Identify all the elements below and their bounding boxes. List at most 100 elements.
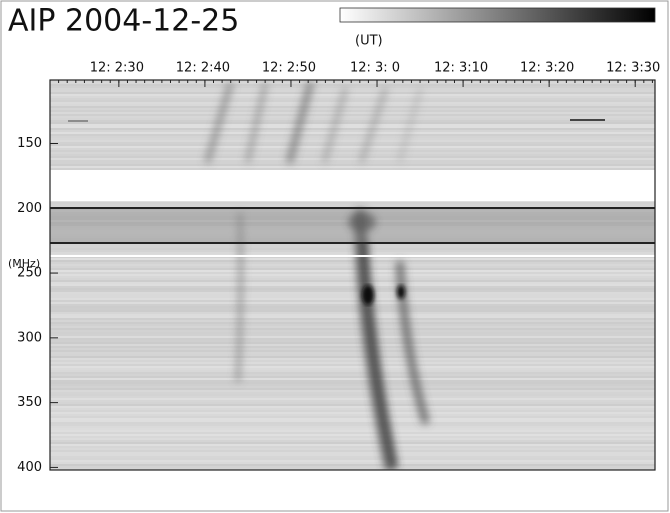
texture-row: [50, 164, 655, 166]
x-tick-label: 12: 3: 0: [350, 61, 400, 76]
texture-row: [50, 392, 655, 394]
texture-row: [50, 372, 655, 374]
texture-row: [50, 348, 655, 350]
texture-row: [50, 88, 655, 90]
texture-row: [50, 80, 655, 82]
y-axis-label: (MHz): [8, 257, 40, 270]
texture-row: [50, 140, 655, 142]
texture-row: [50, 390, 655, 392]
data-gap: [50, 170, 655, 201]
texture-row: [50, 408, 655, 410]
texture-row: [50, 386, 655, 388]
texture-row: [50, 276, 655, 278]
texture-row: [50, 282, 655, 284]
texture-row: [50, 252, 655, 254]
texture-row: [50, 314, 655, 316]
texture-row: [50, 260, 655, 262]
texture-row: [50, 126, 655, 128]
texture-row: [50, 424, 655, 426]
texture-row: [50, 158, 655, 160]
y-tick-label: 350: [17, 395, 42, 410]
texture-row: [50, 82, 655, 84]
texture-row: [50, 338, 655, 340]
texture-row: [50, 464, 655, 466]
texture-row: [50, 324, 655, 326]
texture-row: [50, 280, 655, 282]
texture-row: [50, 266, 655, 268]
texture-row: [50, 288, 655, 290]
texture-row: [50, 342, 655, 344]
texture-row: [50, 168, 655, 170]
texture-row: [50, 374, 655, 376]
texture-row: [50, 246, 655, 248]
y-tick-label: 200: [17, 201, 42, 216]
texture-row: [50, 302, 655, 304]
texture-row: [50, 360, 655, 362]
texture-row: [50, 84, 655, 86]
texture-row: [50, 384, 655, 386]
texture-row: [50, 232, 655, 234]
y-tick-label: 250: [17, 266, 42, 281]
texture-row: [50, 344, 655, 346]
texture-row: [50, 336, 655, 338]
texture-row: [50, 138, 655, 140]
texture-row: [50, 444, 655, 446]
texture-row: [50, 108, 655, 110]
texture-row: [50, 204, 655, 206]
texture-row: [50, 264, 655, 266]
texture-row: [50, 420, 655, 422]
texture-row: [50, 388, 655, 390]
texture-row: [50, 134, 655, 136]
texture-row: [50, 148, 655, 150]
texture-row: [50, 450, 655, 452]
band: [50, 207, 655, 243]
texture-row: [50, 98, 655, 100]
texture-row: [50, 124, 655, 126]
texture-row: [50, 380, 655, 382]
texture-row: [50, 440, 655, 442]
texture-row: [50, 162, 655, 164]
texture-row: [50, 94, 655, 96]
texture-row: [50, 272, 655, 274]
spectrogram: [50, 80, 655, 470]
texture-row: [50, 404, 655, 406]
texture-row: [50, 278, 655, 280]
texture-row: [50, 350, 655, 352]
texture-row: [50, 378, 655, 380]
texture-row: [50, 466, 655, 468]
texture-row: [50, 258, 655, 260]
texture-row: [50, 414, 655, 416]
texture-row: [50, 136, 655, 138]
axes: 12: 2:30 12: 2:40 12: 2:50 12: 3: 0 12: 3:10…: [17, 61, 660, 475]
texture-row: [50, 234, 655, 236]
texture-row: [50, 370, 655, 372]
texture-row: [50, 354, 655, 356]
texture-row: [50, 418, 655, 420]
texture-row: [50, 428, 655, 430]
texture-row: [50, 454, 655, 456]
texture-row: [50, 106, 655, 108]
texture-row: [50, 422, 655, 424]
texture-row: [50, 120, 655, 122]
texture-row: [50, 274, 655, 276]
texture-row: [50, 468, 655, 470]
texture-row: [50, 104, 655, 106]
texture-row: [50, 262, 655, 264]
texture-row: [50, 92, 655, 94]
texture-row: [50, 394, 655, 396]
texture-row: [50, 250, 655, 252]
texture-row: [50, 150, 655, 152]
texture-row: [50, 122, 655, 124]
texture-row: [50, 296, 655, 298]
texture-row: [50, 290, 655, 292]
texture-row: [50, 236, 655, 238]
texture-row: [50, 334, 655, 336]
texture-row: [50, 362, 655, 364]
texture-row: [50, 270, 655, 272]
texture-row: [50, 268, 655, 270]
burst-cores: [362, 285, 405, 305]
texture-row: [50, 316, 655, 318]
texture-row: [50, 346, 655, 348]
texture-row: [50, 156, 655, 158]
